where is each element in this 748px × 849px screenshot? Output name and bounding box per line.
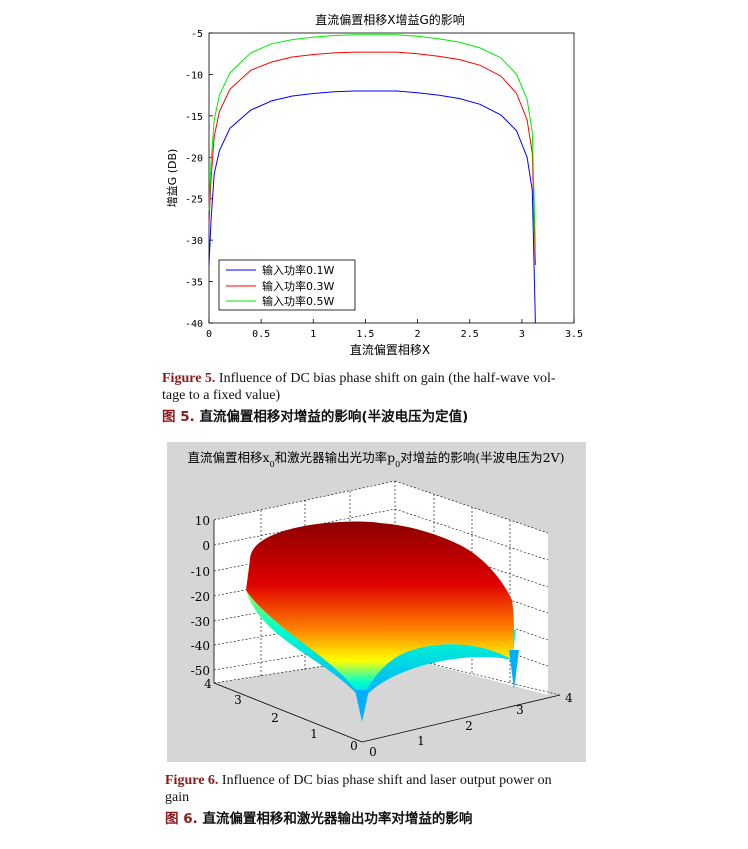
x-tick-label: 3.5 bbox=[565, 329, 583, 340]
series-line-2 bbox=[208, 34, 536, 249]
x-tick-label: 2 bbox=[465, 719, 473, 733]
chart6-axes-box bbox=[213, 481, 561, 743]
z-tick-label: -10 bbox=[191, 565, 210, 579]
surface-spike-right bbox=[509, 650, 519, 690]
surface-side-front bbox=[246, 560, 516, 700]
figure5-label: Figure 5. bbox=[162, 371, 216, 386]
x-tick-label: 0 bbox=[206, 329, 212, 340]
figure5-caption-line1: Influence of DC bias phase shift on gain… bbox=[218, 371, 556, 386]
y-tick-label: 1 bbox=[310, 727, 318, 741]
figure6-caption-en: Figure 6. Influence of DC bias phase shi… bbox=[165, 772, 605, 806]
figure6-caption-line2: gain bbox=[165, 790, 190, 805]
y-tick-label: 2 bbox=[271, 711, 279, 725]
z-tick-label: 10 bbox=[195, 514, 210, 528]
legend-label-1: 输入功率0.3W bbox=[262, 279, 334, 293]
chart5-legend: 输入功率0.1W 输入功率0.3W 输入功率0.5W bbox=[218, 259, 356, 311]
y-tick-label: -25 bbox=[185, 195, 203, 206]
chart6-title: 直流偏置相移x0和激光器输出光功率p0对增益的影响(半波电压为2V) bbox=[188, 450, 565, 469]
figure6-cn-label: 图 6. bbox=[165, 811, 198, 827]
figure5-cn-label: 图 5. bbox=[162, 409, 195, 425]
figure5-line-chart: 直流偏置相移X增益G的影响 0 0.5 1 1.5 2 2.5 3 3.5 -5 -10 -15 -2… bbox=[165, 12, 583, 357]
z-tick-label: -20 bbox=[191, 590, 210, 604]
chart5-x-axis-label: 直流偏置相移X bbox=[350, 342, 430, 357]
x-tick-label: 3 bbox=[519, 329, 525, 340]
x-tick-label: 1 bbox=[417, 734, 425, 748]
y-tick-label: -35 bbox=[185, 278, 203, 289]
surface-spike-left bbox=[355, 690, 369, 722]
legend-label-0: 输入功率0.1W bbox=[262, 263, 334, 277]
x-tick-label: 4 bbox=[565, 691, 573, 705]
surface-top bbox=[246, 521, 514, 700]
chart5-title: 直流偏置相移X增益G的影响 bbox=[315, 12, 465, 27]
figure5-caption-line2: tage to a fixed value) bbox=[162, 388, 281, 403]
z-tick-label: 0 bbox=[202, 539, 210, 553]
z-tick-label: -40 bbox=[191, 639, 210, 653]
chart6-axis-ticks: 10 0 -10 -20 -30 -40 -50 0 1 2 3 4 0 1 2 3 4 bbox=[191, 514, 574, 759]
z-tick-label: -50 bbox=[191, 664, 210, 678]
chart6-background bbox=[167, 442, 586, 762]
x-tick-label: 1.5 bbox=[356, 329, 374, 340]
z-tick-label: -30 bbox=[191, 615, 210, 629]
x-tick-label: 0 bbox=[369, 745, 377, 759]
y-tick-label: -10 bbox=[185, 70, 203, 81]
figure5-caption-en: Figure 5. Influence of DC bias phase shi… bbox=[162, 370, 602, 404]
figure5-caption-cn: 图 5. 直流偏置相移对增益的影响(半波电压为定值) bbox=[162, 405, 468, 425]
chart5-y-axis-label: 增益G (DB) bbox=[165, 149, 179, 208]
x-tick-label: 0.5 bbox=[252, 329, 270, 340]
x-tick-label: 2 bbox=[415, 329, 421, 340]
legend-label-2: 输入功率0.5W bbox=[262, 294, 334, 308]
y-tick-label: 0 bbox=[350, 739, 358, 753]
series-line-0 bbox=[208, 90, 536, 324]
figure5-cn-text: 直流偏置相移对增益的影响(半波电压为定值) bbox=[199, 409, 469, 425]
series-line-1 bbox=[208, 51, 536, 266]
x-tick-label: 2.5 bbox=[461, 329, 479, 340]
figure6-caption-line1: Influence of DC bias phase shift and las… bbox=[221, 773, 552, 788]
y-tick-label: -30 bbox=[185, 236, 203, 247]
chart6-grid bbox=[213, 480, 561, 696]
figure6-caption-cn: 图 6. 直流偏置相移和激光器输出功率对增益的影响 bbox=[165, 807, 472, 827]
y-tick-label: -40 bbox=[185, 319, 203, 330]
figure6-cn-text: 直流偏置相移和激光器输出功率对增益的影响 bbox=[202, 811, 473, 827]
x-tick-label: 1 bbox=[310, 329, 316, 340]
chart5-series-lines bbox=[208, 34, 536, 324]
y-tick-label: -5 bbox=[191, 29, 203, 40]
chart6-surface bbox=[246, 521, 519, 722]
y-tick-label: 3 bbox=[234, 693, 242, 707]
y-tick-label: 4 bbox=[204, 677, 212, 691]
x-tick-label: 3 bbox=[516, 703, 524, 717]
y-tick-label: -15 bbox=[185, 112, 203, 123]
y-tick-label: -20 bbox=[185, 153, 203, 164]
figure6-label: Figure 6. bbox=[165, 773, 219, 788]
